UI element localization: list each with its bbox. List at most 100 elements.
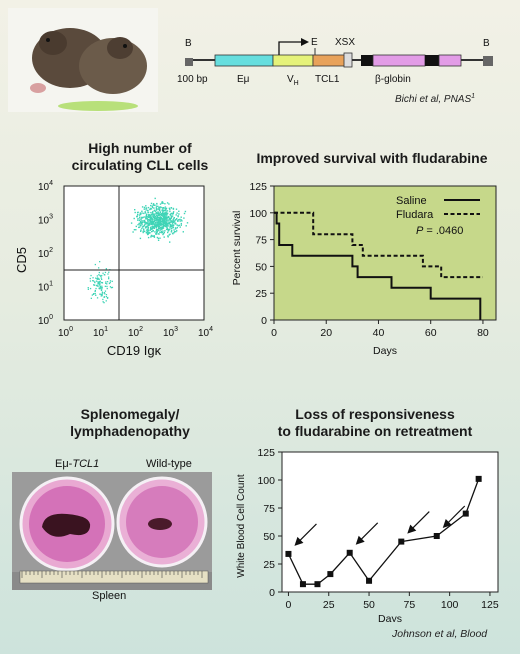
flow-dot xyxy=(173,231,176,233)
flow-dot xyxy=(162,208,164,210)
flow-dot xyxy=(163,215,166,218)
flow-dot xyxy=(93,293,95,295)
flow-dot xyxy=(160,213,162,215)
flow-dot xyxy=(177,215,179,218)
flow-dot xyxy=(161,228,163,230)
flow-dot xyxy=(166,228,169,230)
treatment-arrow-head xyxy=(355,535,365,545)
flow-dot xyxy=(106,281,109,283)
flow-dot xyxy=(151,213,153,216)
flow-dot xyxy=(168,223,171,225)
flow-dot xyxy=(137,217,139,220)
flow-dot xyxy=(169,217,172,220)
flow-dot xyxy=(164,208,166,210)
flow-dot xyxy=(155,208,158,210)
flow-dot xyxy=(98,284,100,286)
flow-dot xyxy=(137,219,139,221)
flow-dot xyxy=(100,287,102,289)
flow-dot xyxy=(152,203,155,205)
flow-dot xyxy=(178,224,180,226)
flow-dot xyxy=(137,214,139,216)
flow-dot xyxy=(157,239,160,241)
flow-dot xyxy=(159,206,161,208)
flow-dot xyxy=(183,217,185,219)
retreatment-point xyxy=(433,533,440,539)
flow-dot xyxy=(154,197,156,200)
flow-dot xyxy=(149,215,152,217)
flow-dot xyxy=(105,300,107,302)
survival-series-saline xyxy=(274,211,482,320)
flow-dot xyxy=(100,289,103,291)
xsx-sites xyxy=(343,52,353,68)
flow-dot xyxy=(90,297,92,299)
flow-dot xyxy=(168,203,170,205)
flow-dot xyxy=(102,292,104,294)
flow-dot xyxy=(147,236,150,239)
flow-dot xyxy=(176,230,178,232)
flow-dot xyxy=(87,287,89,289)
flow-dot xyxy=(147,206,150,209)
flow-dot xyxy=(168,221,170,223)
flow-dot xyxy=(145,218,147,220)
flow-dot xyxy=(148,216,151,218)
flow-dot xyxy=(158,228,160,230)
flow-dot xyxy=(169,213,171,216)
flow-dot xyxy=(111,280,113,282)
flow-dot xyxy=(155,227,158,229)
flow-dot xyxy=(89,277,91,280)
flow-dot xyxy=(151,220,153,223)
flow-dot xyxy=(142,216,144,219)
flow-dot xyxy=(149,229,151,231)
flow-dot xyxy=(173,229,175,231)
flow-dot xyxy=(141,212,143,214)
flow-dot xyxy=(153,204,155,206)
flow-dot xyxy=(101,293,103,296)
flow-dot xyxy=(101,291,103,293)
flow-ytick-label: 102 xyxy=(38,247,53,260)
flow-dot xyxy=(158,229,160,232)
retreatment-point xyxy=(299,581,306,588)
globin-black-1 xyxy=(361,55,373,66)
flow-dot xyxy=(151,218,153,220)
flow-dot xyxy=(105,282,107,284)
flow-dot xyxy=(154,231,156,233)
flow-dot xyxy=(109,281,111,284)
flow-dot xyxy=(168,228,170,231)
flow-dot xyxy=(163,236,165,238)
flow-dot xyxy=(156,216,159,219)
flow-dot xyxy=(172,221,174,223)
flow-dot xyxy=(146,225,149,227)
flow-dot xyxy=(138,222,140,225)
flow-dot xyxy=(155,205,158,207)
flow-dot xyxy=(157,237,160,240)
flow-dot xyxy=(95,287,97,290)
flow-dot xyxy=(155,223,157,225)
flow-dot xyxy=(101,287,103,289)
flow-dot xyxy=(92,280,95,282)
flow-dot xyxy=(172,224,174,227)
flow-dot xyxy=(164,216,167,218)
flow-dot xyxy=(100,281,102,284)
flow-dot xyxy=(155,226,158,228)
flow-dot xyxy=(162,212,164,214)
flow-dot xyxy=(95,277,97,279)
flow-dot xyxy=(168,222,170,225)
label-b-left: B xyxy=(185,38,192,49)
flow-dot xyxy=(153,220,155,223)
flow-dot xyxy=(151,206,154,209)
flow-dot xyxy=(94,293,96,295)
flow-dot xyxy=(165,213,167,215)
survival-title: Improved survival with fludarabine xyxy=(256,150,488,166)
flow-dot xyxy=(163,231,165,234)
flow-dot xyxy=(94,263,96,266)
flow-dot xyxy=(149,221,151,223)
flow-dot xyxy=(146,229,148,231)
flow-dot xyxy=(159,222,161,224)
flow-dot xyxy=(155,230,158,232)
retreatment-xtick-label: 125 xyxy=(481,599,499,611)
flow-dot xyxy=(186,222,189,224)
retreatment-xtick-label: 25 xyxy=(323,599,335,611)
flow-dot xyxy=(148,232,150,234)
flow-dot xyxy=(144,211,146,213)
flow-dot xyxy=(156,219,158,221)
